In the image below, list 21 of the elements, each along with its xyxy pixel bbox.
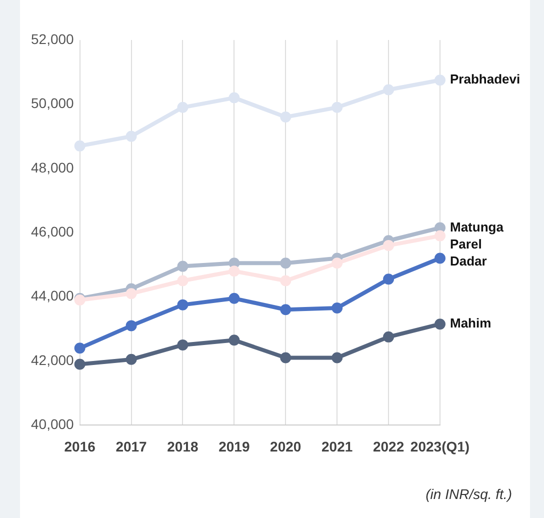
y-tick-label: 48,000 bbox=[30, 159, 74, 176]
series-label: Prabhadevi bbox=[450, 72, 520, 87]
x-tick-label: 2017 bbox=[116, 438, 148, 454]
x-tick-label: 2022 bbox=[372, 438, 404, 454]
y-tick-label: 46,000 bbox=[30, 223, 74, 240]
series-label: Mahim bbox=[450, 316, 492, 331]
y-tick-label: 44,000 bbox=[30, 288, 74, 304]
x-tick-label: 2018 bbox=[167, 438, 199, 454]
x-tick-label: 2019 bbox=[218, 438, 250, 454]
y-tick-label: 40,000 bbox=[30, 416, 74, 432]
x-tick-label: 2016 bbox=[64, 438, 96, 454]
series-label: Parel bbox=[450, 236, 482, 252]
series-label: Matunga bbox=[450, 219, 504, 234]
y-tick-label: 52,000 bbox=[30, 30, 74, 47]
x-tick-label: 2023(Q1) bbox=[410, 438, 470, 454]
series-label: Dadar bbox=[450, 253, 487, 268]
y-tick-label: 50,000 bbox=[30, 95, 74, 112]
text: (in INR/sq. ft.) bbox=[426, 486, 512, 502]
x-tick-label: 2021 bbox=[322, 438, 353, 454]
x-tick-label: 2020 bbox=[270, 438, 302, 454]
y-tick-label: 42,000 bbox=[30, 352, 74, 368]
